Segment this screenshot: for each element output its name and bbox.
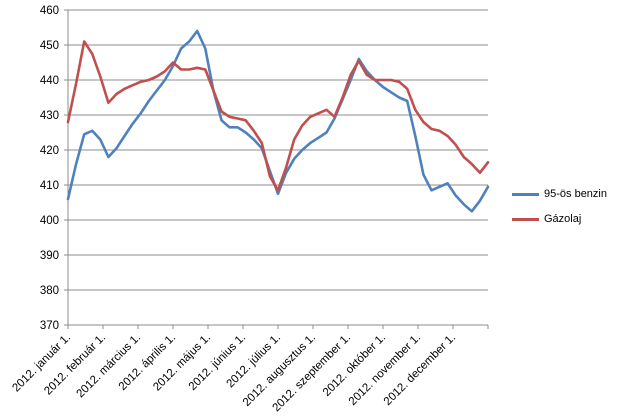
x-axis-label: 2012. március 1. <box>75 332 144 401</box>
y-axis-label: 400 <box>40 215 59 227</box>
series-line-benzin[interactable] <box>66 29 490 213</box>
legend-item-benzin[interactable]: 95-ös benzin <box>512 188 607 200</box>
chart-legend: 95-ös benzin Gázolaj <box>512 188 607 225</box>
y-axis-label: 370 <box>40 320 59 332</box>
x-axis-label: 2012. február 1. <box>42 332 108 398</box>
benzin-line-swatch <box>512 192 539 196</box>
x-axis-label: 2012. január 1. <box>10 332 73 395</box>
y-axis-label: 380 <box>40 285 59 297</box>
y-axis-label: 460 <box>40 5 59 17</box>
legend-label-gazolaj: Gázolaj <box>544 213 582 225</box>
gazolaj-line-swatch <box>512 217 539 221</box>
y-axis-label: 430 <box>40 110 59 122</box>
y-axis-label: 410 <box>40 180 59 192</box>
legend-item-gazolaj[interactable]: Gázolaj <box>512 213 607 225</box>
x-axis-label: 2012. október 1. <box>321 332 388 399</box>
y-axis-label: 390 <box>40 250 59 262</box>
series-line-gazolaj[interactable] <box>66 40 490 192</box>
y-axis-label: 440 <box>40 75 59 87</box>
y-axis-label: 420 <box>40 145 59 157</box>
y-axis-label: 450 <box>40 40 59 52</box>
legend-label-benzin: 95-ös benzin <box>544 188 607 200</box>
